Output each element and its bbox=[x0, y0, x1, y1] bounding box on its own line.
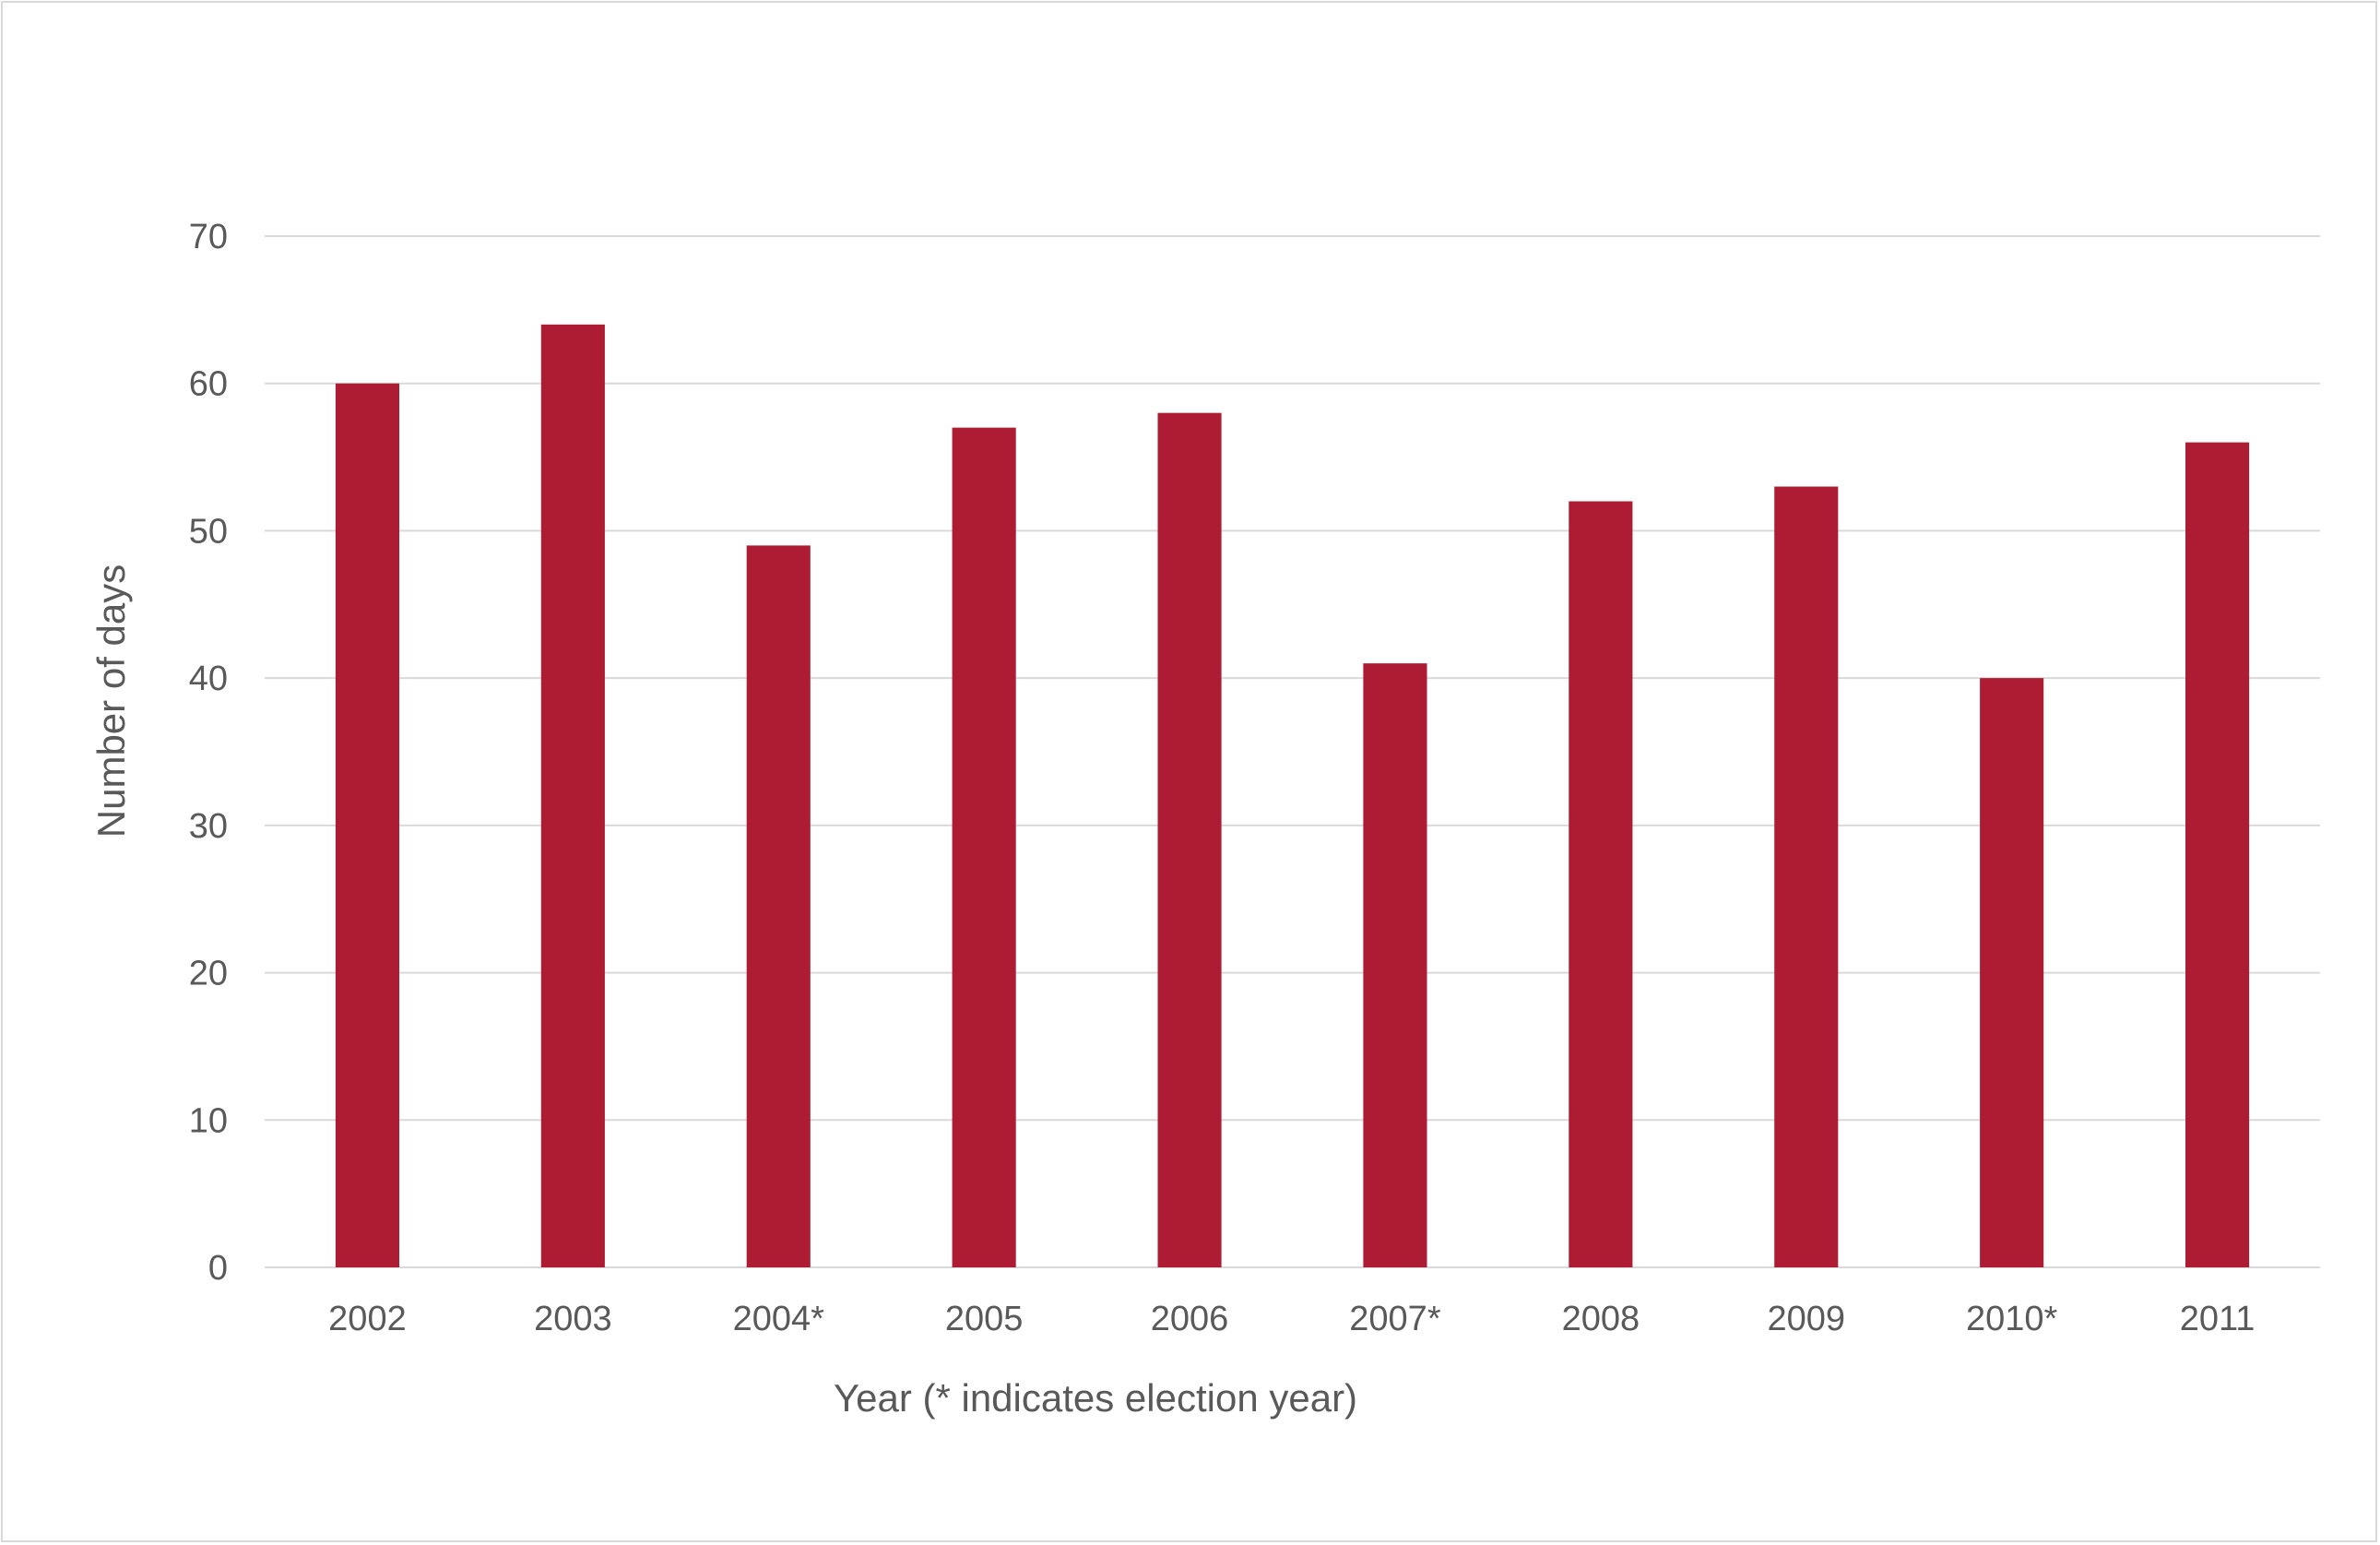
y-tick-label: 0 bbox=[208, 1249, 228, 1288]
y-tick-label: 20 bbox=[189, 955, 228, 993]
y-axis-title: Number of days bbox=[89, 565, 133, 838]
y-tick-label: 70 bbox=[189, 218, 228, 256]
x-tick-label: 2003 bbox=[534, 1300, 612, 1338]
x-axis-title: Year (* indicates election year) bbox=[834, 1376, 1357, 1420]
bar-2008 bbox=[1569, 501, 1633, 1267]
x-tick-label: 2004* bbox=[733, 1300, 825, 1338]
bar-2004-election bbox=[746, 545, 811, 1267]
x-tick-label: 2008 bbox=[1562, 1300, 1640, 1338]
bar-2007-election bbox=[1363, 663, 1427, 1267]
bar-2002 bbox=[335, 383, 399, 1267]
x-tick-label: 2009 bbox=[1767, 1300, 1845, 1338]
bar-2011 bbox=[2185, 442, 2250, 1268]
gridlines bbox=[265, 235, 2320, 1268]
y-tick-label: 50 bbox=[189, 512, 228, 551]
x-tick-label: 2006 bbox=[1151, 1300, 1229, 1338]
y-axis-tick-labels: 0 10 20 30 40 50 60 70 bbox=[189, 218, 228, 1288]
x-tick-label: 2010* bbox=[1966, 1300, 2058, 1338]
bars bbox=[335, 324, 2250, 1268]
x-tick-label: 2007* bbox=[1349, 1300, 1441, 1338]
y-tick-label: 30 bbox=[189, 807, 228, 846]
bar-2003 bbox=[540, 324, 605, 1267]
x-tick-label: 2005 bbox=[945, 1300, 1024, 1338]
bar-2009 bbox=[1774, 486, 1839, 1267]
bar-2005 bbox=[952, 427, 1016, 1268]
y-tick-label: 60 bbox=[189, 365, 228, 404]
x-tick-label: 2011 bbox=[2180, 1300, 2256, 1338]
x-tick-label: 2002 bbox=[328, 1300, 407, 1338]
x-axis-tick-labels: 2002 2003 2004* 2005 2006 2007* 2008 2009 2010* 2… bbox=[328, 1300, 2255, 1338]
y-tick-label: 40 bbox=[189, 660, 228, 698]
bar-2006 bbox=[1157, 412, 1222, 1268]
bar-2010-election bbox=[1980, 678, 2044, 1267]
y-tick-label: 10 bbox=[189, 1101, 228, 1140]
